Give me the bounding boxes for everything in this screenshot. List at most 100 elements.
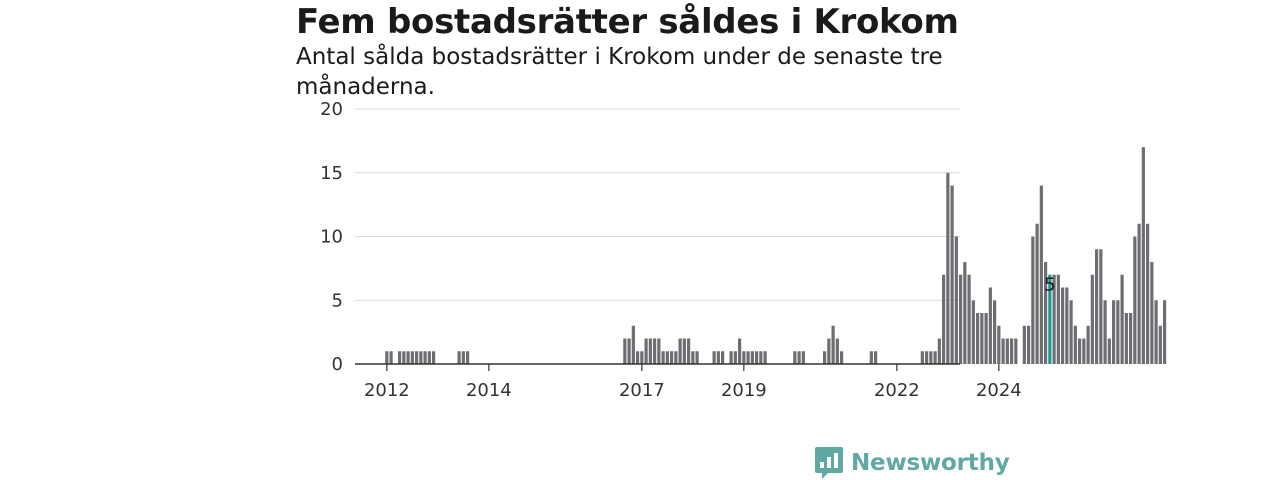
bar (750, 351, 754, 364)
bar (721, 351, 725, 364)
x-tick-label-2019: 2019 (721, 380, 767, 401)
bar (1014, 338, 1018, 364)
bar (661, 351, 665, 364)
bar (466, 351, 470, 364)
bar (1137, 223, 1141, 364)
x-tick-label-2012: 2012 (364, 380, 410, 401)
newsworthy-logo: Newsworthy (814, 446, 1010, 480)
bar (687, 338, 691, 364)
bar (1141, 147, 1145, 364)
bar (627, 338, 631, 364)
bar (682, 338, 686, 364)
y-tick-label-10: 10 (320, 227, 343, 248)
bar (738, 338, 742, 364)
highlight-value-label: 5 (1044, 274, 1055, 295)
gridlines (355, 108, 960, 301)
bar (1010, 338, 1014, 364)
bar (1158, 325, 1162, 364)
bar (1163, 300, 1167, 364)
bar-highlight (1048, 274, 1052, 364)
y-tick-label-0: 0 (332, 354, 343, 375)
bar (929, 351, 933, 364)
bar (1103, 300, 1107, 364)
bar (1154, 300, 1158, 364)
x-tick-label-2022: 2022 (874, 380, 920, 401)
bar (691, 351, 695, 364)
bar (385, 351, 389, 364)
bar (678, 338, 682, 364)
bar (997, 325, 1001, 364)
x-tick-label-2014: 2014 (466, 380, 512, 401)
bar (831, 325, 835, 364)
chart-subtitle: Antal sålda bostadsrätter i Krokom under… (296, 44, 943, 100)
bar (644, 338, 648, 364)
bar (1044, 262, 1048, 364)
bar (1035, 223, 1039, 364)
bar (1107, 338, 1111, 364)
bar (1124, 313, 1128, 364)
bar (1146, 223, 1150, 364)
bar (389, 351, 393, 364)
bar (954, 236, 958, 364)
bar (402, 351, 406, 364)
bar (1061, 287, 1065, 364)
bar (823, 351, 827, 364)
bar (746, 351, 750, 364)
bar (976, 313, 980, 364)
bar (742, 351, 746, 364)
bar (733, 351, 737, 364)
bar (1086, 325, 1090, 364)
bar (695, 351, 699, 364)
bar (937, 338, 941, 364)
bar (461, 351, 465, 364)
bar (1069, 300, 1073, 364)
bar (1082, 338, 1086, 364)
bar (674, 351, 678, 364)
bars (385, 147, 1167, 364)
bar (648, 338, 652, 364)
bar (1116, 300, 1120, 364)
bar (665, 351, 669, 364)
brand-name: Newsworthy (851, 450, 1010, 476)
bar (942, 274, 946, 364)
bar (801, 351, 805, 364)
bar (959, 274, 963, 364)
bar (946, 172, 950, 364)
bar (419, 351, 423, 364)
bar (1031, 236, 1035, 364)
bar (1039, 185, 1043, 364)
y-tick-label-15: 15 (320, 163, 343, 184)
tick-labels: 0 5 10 15 20 2012 2014 2017 2019 2022 2024 5 (320, 99, 1055, 401)
bar (980, 313, 984, 364)
bar (988, 287, 992, 364)
bar (1150, 262, 1154, 364)
bar (1056, 274, 1060, 364)
bar (1022, 325, 1026, 364)
bar (415, 351, 419, 364)
bar (398, 351, 402, 364)
bar (840, 351, 844, 364)
bar (1095, 249, 1099, 364)
bar (1090, 274, 1094, 364)
bar (1001, 338, 1005, 364)
bar (631, 325, 635, 364)
bar (963, 262, 967, 364)
bar (797, 351, 801, 364)
bar (1065, 287, 1069, 364)
bar (874, 351, 878, 364)
bar (933, 351, 937, 364)
bar (950, 185, 954, 364)
bar (967, 274, 971, 364)
axes (355, 363, 1000, 371)
bar (1133, 236, 1137, 364)
bar (670, 351, 674, 364)
bar (869, 351, 873, 364)
bar (640, 351, 644, 364)
bar (427, 351, 431, 364)
bar (623, 338, 627, 364)
bar (759, 351, 763, 364)
bar (925, 351, 929, 364)
bar (457, 351, 461, 364)
x-tick-label-2017: 2017 (619, 380, 665, 401)
